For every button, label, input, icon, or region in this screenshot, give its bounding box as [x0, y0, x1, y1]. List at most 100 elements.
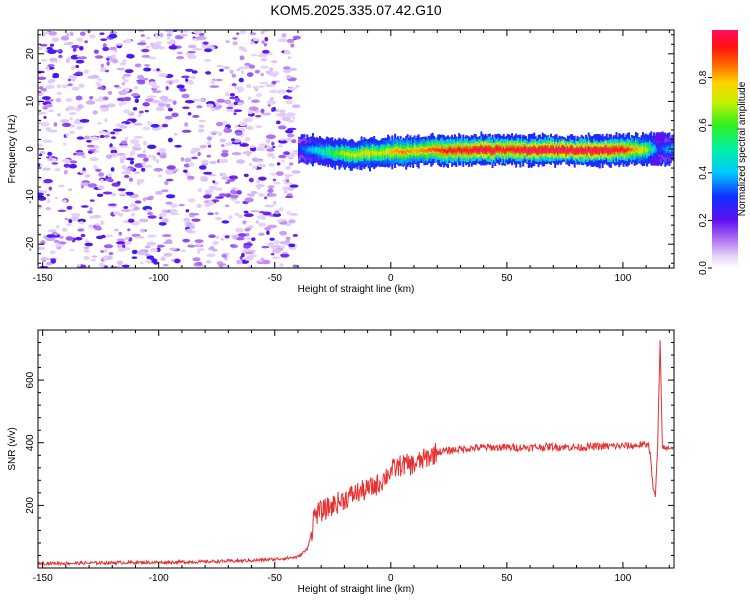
noise-blob: [279, 263, 284, 267]
ridge-cell: [597, 149, 600, 153]
noise-blob: [89, 199, 95, 202]
noise-blob: [204, 48, 213, 53]
noise-blob: [89, 157, 99, 162]
ridge-cell: [310, 148, 313, 153]
noise-blob: [243, 210, 249, 214]
noise-blob: [234, 212, 240, 216]
noise-blob: [80, 31, 86, 36]
noise-blob: [80, 182, 90, 186]
ridge-cell: [562, 147, 565, 152]
ridge-cell: [572, 148, 575, 152]
noise-blob: [250, 145, 255, 148]
ridge-cell: [604, 147, 607, 152]
noise-blob: [45, 261, 53, 266]
noise-blob: [185, 68, 194, 72]
noise-blob: [285, 129, 294, 134]
ridge-cell: [416, 149, 419, 153]
noise-blob: [195, 243, 202, 247]
noise-blob: [215, 121, 223, 127]
noise-blob: [249, 193, 255, 198]
colorbar-tick-label: 0.4: [698, 165, 709, 179]
noise-blob: [260, 108, 265, 114]
ridge-cell: [447, 150, 449, 154]
ridge-cell: [587, 147, 590, 151]
noise-blob: [129, 177, 133, 182]
noise-blob: [268, 73, 276, 77]
ridge-cell: [299, 147, 302, 152]
noise-blob: [289, 68, 298, 71]
ridge-cell: [614, 148, 617, 153]
ridge-cell: [651, 148, 654, 152]
ridge-cell: [506, 147, 509, 152]
ridge-cell: [509, 147, 512, 151]
noise-blob: [49, 43, 55, 47]
noise-blob: [102, 46, 110, 52]
noise-blob: [174, 144, 182, 148]
noise-blob: [99, 67, 107, 73]
ridge-cell: [492, 149, 495, 153]
noise-blob: [75, 59, 85, 64]
noise-blob: [162, 264, 169, 267]
noise-blob: [276, 89, 287, 94]
noise-blob: [121, 170, 132, 175]
noise-blob: [212, 240, 220, 245]
noise-blob: [69, 160, 78, 164]
noise-blob: [122, 244, 126, 249]
noise-blob: [277, 38, 288, 42]
noise-blob: [272, 106, 276, 112]
ridge-cell: [628, 146, 630, 151]
noise-blob: [137, 42, 147, 46]
noise-blob: [251, 99, 260, 103]
ridge-cell: [470, 149, 473, 153]
ridge-cell: [483, 148, 486, 153]
noise-blob: [206, 141, 211, 146]
spectrogram-marks: [38, 30, 674, 268]
ridge-cell: [403, 150, 406, 154]
noise-blob: [264, 196, 268, 200]
ridge-cell: [537, 149, 540, 153]
ridge-cell: [598, 149, 601, 154]
ridge-cell: [495, 146, 498, 151]
noise-blob: [45, 84, 55, 89]
noise-blob: [283, 151, 290, 156]
ridge-cell: [311, 148, 314, 152]
ridge-cell: [359, 153, 362, 157]
noise-blob: [283, 182, 293, 185]
noise-blob: [265, 83, 276, 88]
noise-blob: [174, 79, 180, 83]
noise-blob: [71, 212, 81, 218]
noise-blob: [208, 234, 216, 238]
noise-blob: [38, 86, 44, 90]
ridge-cell: [632, 147, 635, 151]
noise-blob: [45, 237, 55, 242]
noise-blob: [232, 235, 238, 240]
ridge-cell: [486, 148, 488, 152]
noise-blob: [118, 247, 126, 252]
noise-blob: [118, 213, 124, 217]
noise-blob: [244, 62, 251, 66]
noise-blob: [206, 136, 213, 141]
noise-blob: [97, 121, 102, 125]
noise-blob: [92, 214, 102, 219]
noise-blob: [109, 46, 117, 51]
noise-blob: [278, 154, 287, 159]
noise-blob: [284, 174, 294, 177]
ridge-cell: [458, 147, 461, 151]
ridge-cell: [643, 148, 646, 152]
ridge-cell: [376, 151, 378, 155]
noise-blob: [287, 186, 295, 191]
noise-blob: [124, 247, 131, 251]
noise-blob: [186, 221, 192, 227]
noise-blob: [267, 52, 273, 56]
noise-blob: [232, 41, 238, 46]
ridge-cell: [484, 147, 487, 152]
ridge-cell: [302, 146, 305, 151]
noise-blob: [255, 179, 261, 184]
noise-blob: [57, 209, 67, 212]
noise-blob: [56, 84, 62, 89]
noise-blob: [190, 75, 196, 80]
noise-blob: [87, 210, 93, 214]
noise-blob: [206, 253, 216, 258]
noise-blob: [209, 85, 220, 88]
